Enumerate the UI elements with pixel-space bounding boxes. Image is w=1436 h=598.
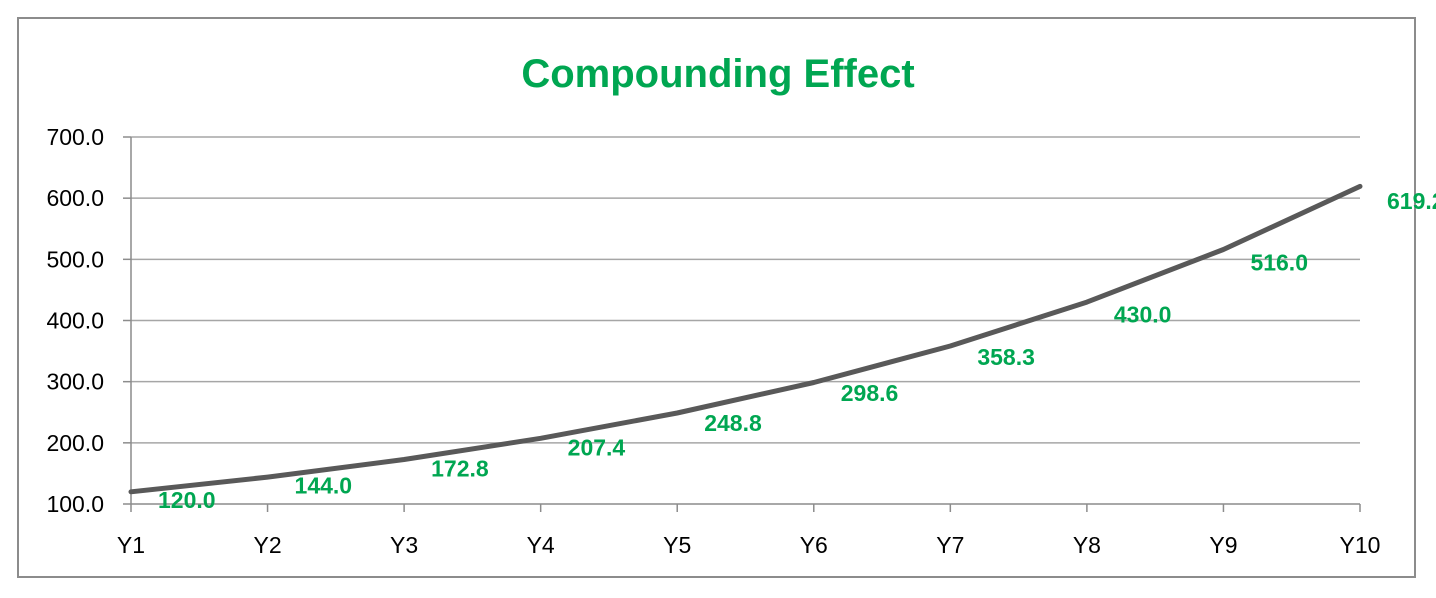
axes: 100.0 200.0 300.0 400.0 500.0 600.0 700.0 Y1 Y2 Y…: [46, 124, 1380, 558]
data-label: 298.6: [841, 380, 899, 406]
data-labels: 120.0 144.0 172.8 207.4 248.8 298.6 358.3 430.0…: [158, 188, 1436, 513]
data-label: 172.8: [431, 455, 489, 481]
x-tick-label: Y3: [390, 532, 418, 558]
x-tick-label: Y4: [527, 532, 555, 558]
x-tick-label: Y8: [1073, 532, 1101, 558]
data-label: 144.0: [295, 473, 353, 499]
x-tick-label: Y5: [663, 532, 691, 558]
y-tick-label: 500.0: [46, 246, 104, 272]
gridlines: [131, 136, 1360, 444]
y-tick-label: 600.0: [46, 185, 104, 211]
y-tick-label: 300.0: [46, 369, 104, 395]
x-tick-label: Y7: [936, 532, 964, 558]
y-tick-label: 100.0: [46, 491, 104, 517]
y-tick-label: 400.0: [46, 308, 104, 334]
x-tick-label: Y2: [253, 532, 281, 558]
y-tick-label: 700.0: [46, 124, 104, 150]
x-tick-label: Y1: [117, 532, 145, 558]
data-label: 358.3: [977, 344, 1035, 370]
series-line: [128, 183, 1363, 495]
data-label: 516.0: [1250, 250, 1308, 276]
y-tick-label: 200.0: [46, 430, 104, 456]
data-label: 619.2: [1387, 188, 1436, 214]
x-tick-label: Y6: [800, 532, 828, 558]
chart-frame: [17, 17, 1416, 578]
data-label: 248.8: [704, 410, 762, 436]
data-label: 120.0: [158, 487, 216, 513]
chart-title: Compounding Effect: [521, 52, 915, 96]
data-label: 207.4: [568, 435, 626, 461]
x-tick-label: Y10: [1340, 532, 1381, 558]
series: [128, 183, 1363, 495]
data-label: 430.0: [1114, 301, 1172, 327]
x-tick-label: Y9: [1209, 532, 1237, 558]
